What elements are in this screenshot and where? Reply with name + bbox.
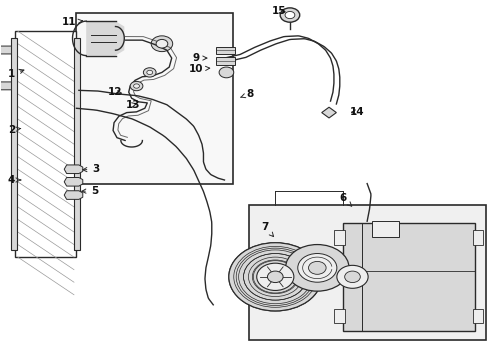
Text: 15: 15: [272, 6, 287, 17]
Circle shape: [286, 244, 349, 291]
Polygon shape: [0, 82, 11, 90]
Text: 11: 11: [62, 17, 82, 27]
Circle shape: [130, 81, 143, 91]
Bar: [74, 39, 80, 250]
Bar: [473, 230, 484, 244]
Polygon shape: [322, 107, 336, 118]
Circle shape: [219, 67, 234, 78]
Circle shape: [257, 263, 294, 291]
Text: 4: 4: [8, 175, 21, 185]
Circle shape: [285, 12, 295, 19]
Text: 10: 10: [189, 64, 210, 74]
Polygon shape: [64, 177, 83, 186]
Bar: [216, 46, 235, 54]
Text: 2: 2: [8, 125, 21, 135]
Text: 14: 14: [350, 107, 365, 117]
Circle shape: [147, 70, 153, 75]
Bar: [249, 205, 486, 339]
Circle shape: [337, 265, 368, 288]
Polygon shape: [64, 191, 83, 199]
Bar: [343, 223, 475, 330]
Circle shape: [151, 36, 172, 51]
Text: 8: 8: [241, 89, 253, 99]
Text: 3: 3: [83, 164, 99, 174]
Bar: [216, 57, 235, 64]
Bar: [372, 221, 399, 237]
Bar: [473, 309, 484, 323]
Text: 6: 6: [339, 193, 352, 206]
Circle shape: [280, 8, 300, 22]
Text: 13: 13: [125, 100, 140, 110]
Text: 9: 9: [193, 53, 207, 63]
Bar: [11, 39, 17, 250]
Circle shape: [298, 253, 337, 282]
Circle shape: [229, 243, 322, 311]
Circle shape: [144, 68, 156, 77]
Bar: [15, 31, 76, 257]
Bar: [334, 309, 344, 323]
Bar: [334, 230, 344, 244]
Circle shape: [134, 84, 140, 88]
Text: 1: 1: [8, 69, 24, 79]
Circle shape: [344, 271, 360, 283]
Text: 5: 5: [82, 186, 98, 196]
Text: 7: 7: [261, 222, 273, 237]
Circle shape: [156, 40, 168, 48]
Text: 12: 12: [108, 87, 123, 97]
Bar: [76, 13, 233, 184]
Polygon shape: [86, 21, 124, 55]
Circle shape: [268, 271, 283, 283]
Polygon shape: [0, 46, 11, 54]
Polygon shape: [64, 165, 83, 174]
Circle shape: [309, 261, 326, 274]
Circle shape: [229, 243, 322, 311]
